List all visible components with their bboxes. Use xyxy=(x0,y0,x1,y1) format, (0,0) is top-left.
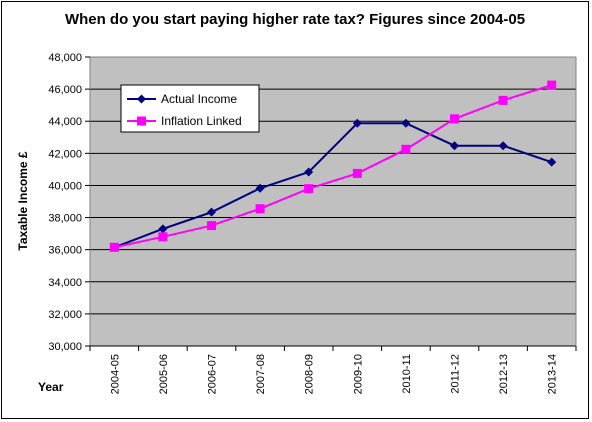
y-tick-label: 48,000 xyxy=(48,52,82,64)
x-axis-title: Year xyxy=(38,380,64,394)
data-point xyxy=(352,118,362,128)
y-tick-label: 40,000 xyxy=(48,180,82,192)
series-line xyxy=(114,84,552,249)
x-tick-label: 2010-11 xyxy=(401,354,413,394)
y-tick-label: 30,000 xyxy=(48,341,82,353)
x-tick-label: 2004-05 xyxy=(109,354,121,394)
data-point xyxy=(255,183,265,193)
x-tick-label: 2005-06 xyxy=(158,354,170,394)
data-point xyxy=(450,114,459,124)
legend-label: Actual Income xyxy=(161,92,237,106)
x-tick-label: 2009-10 xyxy=(352,354,364,394)
y-axis-ticks: 30,000 32,000 34,000 36,000 38,000 40,000 42,0… xyxy=(48,52,90,353)
legend-label: Inflation Linked xyxy=(161,114,242,128)
y-tick-label: 38,000 xyxy=(48,213,82,225)
data-point xyxy=(547,80,557,90)
x-axis-ticks: 2004-05 2005-06 2006-07 2007-08 2008-09 2009-… xyxy=(89,346,577,394)
data-point xyxy=(255,204,265,214)
chart-title: When do you start paying higher rate tax… xyxy=(64,11,526,28)
data-point xyxy=(401,144,411,154)
data-point xyxy=(498,141,508,151)
series-line xyxy=(113,122,553,249)
x-tick-label: 2012-13 xyxy=(498,354,510,394)
series-layer xyxy=(109,80,557,252)
y-tick-label: 42,000 xyxy=(48,148,82,160)
x-tick-label: 2007-08 xyxy=(255,354,267,394)
legend-marker xyxy=(137,116,146,126)
y-tick-label: 34,000 xyxy=(48,277,82,289)
y-tick-label: 32,000 xyxy=(48,309,82,321)
y-tick-label: 44,000 xyxy=(48,116,82,128)
data-point xyxy=(450,141,459,151)
data-point xyxy=(158,224,168,234)
data-point xyxy=(207,207,216,217)
data-point xyxy=(352,168,362,178)
y-axis-title: Taxable Income £ xyxy=(16,151,30,250)
data-point xyxy=(547,157,557,167)
data-point xyxy=(401,118,411,128)
data-point xyxy=(304,184,314,194)
data-point xyxy=(304,167,314,177)
data-point xyxy=(109,242,119,252)
x-tick-label: 2006-07 xyxy=(207,354,219,394)
data-point xyxy=(158,232,168,242)
x-tick-label: 2013-14 xyxy=(547,354,559,394)
x-tick-label: 2011-12 xyxy=(450,354,462,394)
legend: Actual Income Inflation Linked xyxy=(120,84,260,133)
y-tick-label: 36,000 xyxy=(48,245,82,257)
data-point xyxy=(498,95,508,105)
y-tick-label: 46,000 xyxy=(48,84,82,96)
legend-marker xyxy=(137,94,146,104)
data-point xyxy=(207,221,216,231)
x-tick-label: 2008-09 xyxy=(304,354,316,394)
